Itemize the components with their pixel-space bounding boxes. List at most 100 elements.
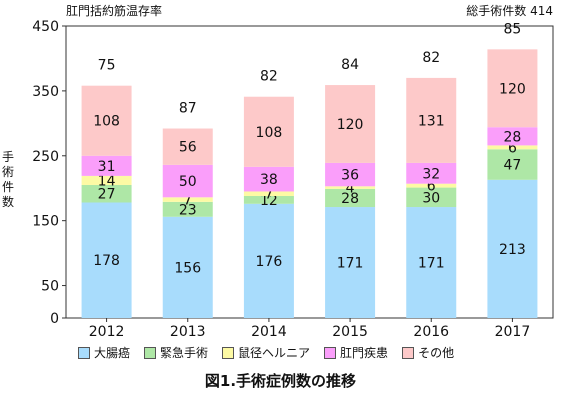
- data-label: 171: [418, 256, 445, 272]
- bar-segment: [325, 186, 376, 189]
- bar-top-label: 84: [341, 57, 359, 73]
- bar-segment: [325, 162, 376, 187]
- legend-label: 大腸癌: [94, 346, 131, 360]
- bar-segment: [243, 96, 294, 167]
- data-label: 171: [337, 256, 364, 272]
- legend: 大腸癌 緊急手術 鼠径ヘルニア 肛門疾患 その他: [78, 346, 468, 360]
- bar-segment: [487, 179, 538, 318]
- data-label: 156: [174, 260, 201, 276]
- data-label: 28: [341, 191, 359, 207]
- bar-segment: [487, 145, 538, 150]
- data-label: 28: [504, 129, 522, 145]
- legend-label: 鼠径ヘルニア: [238, 346, 311, 360]
- legend-label: 肛門疾患: [340, 346, 389, 360]
- legend-item: 鼠径ヘルニア: [222, 346, 310, 360]
- total-surgeries-note: 総手術件数 414: [466, 4, 553, 18]
- bar-segment: [162, 164, 213, 198]
- x-tick-label: 2013: [170, 324, 206, 340]
- data-label: 108: [93, 114, 120, 130]
- data-label: 31: [98, 159, 116, 175]
- data-label: 178: [93, 253, 120, 269]
- bar-segment: [162, 201, 213, 217]
- bar-segment: [243, 166, 294, 192]
- bar-top-label: 75: [98, 58, 116, 74]
- legend-swatch: [78, 347, 90, 359]
- x-tick-label: 2015: [332, 324, 368, 340]
- legend-swatch: [402, 347, 415, 359]
- data-label: 14: [98, 173, 116, 189]
- figure-caption: 図1.手術症例数の推移: [204, 372, 357, 390]
- bar-segment: [81, 155, 132, 176]
- data-label: 176: [256, 254, 283, 270]
- data-label: 12: [260, 193, 278, 209]
- plot-frame: [65, 25, 554, 319]
- y-tick-label: 450: [32, 19, 59, 35]
- data-label: 38: [260, 172, 278, 188]
- data-label: 30: [422, 190, 440, 206]
- bar-segment: [406, 207, 457, 318]
- y-axis-label: 手術件数: [1, 150, 14, 209]
- legend-item: 緊急手術: [144, 346, 208, 360]
- legend-item: その他: [402, 346, 454, 360]
- bar-segment: [243, 203, 294, 318]
- bar-top-label: 85: [504, 21, 522, 37]
- bar-segment: [325, 85, 376, 163]
- y-tick-label: 150: [32, 214, 59, 230]
- data-label: 108: [256, 125, 283, 141]
- data-label: 56: [179, 140, 197, 156]
- data-label: 27: [98, 187, 116, 203]
- bar-segment: [162, 197, 213, 202]
- data-label: 6: [508, 140, 517, 156]
- data-label: 36: [341, 168, 359, 184]
- bar-segment: [81, 85, 132, 156]
- bar-segment: [162, 216, 213, 318]
- data-label: 213: [499, 242, 526, 258]
- bar-segment: [487, 49, 538, 128]
- legend-label: 緊急手術: [160, 346, 209, 360]
- data-label: 6: [427, 179, 436, 195]
- data-label: 32: [422, 166, 440, 182]
- legend-swatch: [144, 347, 157, 359]
- data-label: 7: [264, 187, 273, 203]
- bar-segment: [487, 127, 538, 146]
- x-tick-label: 2017: [495, 324, 531, 340]
- legend-item: 大腸癌: [78, 346, 130, 360]
- data-label: 47: [504, 158, 522, 174]
- bar-segment: [243, 196, 294, 204]
- legend-item: 肛門疾患: [324, 346, 388, 360]
- data-label: 120: [337, 117, 364, 133]
- data-label: 120: [499, 81, 526, 97]
- y-tick-label: 250: [32, 149, 59, 165]
- data-label: 50: [179, 174, 197, 190]
- bar-segment: [243, 191, 294, 197]
- x-tick-label: 2014: [251, 324, 287, 340]
- data-label: 131: [418, 113, 445, 129]
- bar-segment: [81, 202, 132, 318]
- bar-segment: [325, 188, 376, 208]
- bar-segment: [325, 207, 376, 318]
- bar-top-label: 82: [260, 69, 278, 85]
- data-label: 4: [346, 181, 355, 197]
- bar-top-label: 87: [179, 101, 197, 117]
- data-label: 7: [183, 193, 192, 209]
- bar-segment: [81, 184, 132, 203]
- bar-segment: [162, 128, 213, 165]
- bar-segment: [81, 175, 132, 185]
- legend-swatch: [222, 347, 235, 359]
- x-tick-label: 2012: [89, 324, 125, 340]
- bar-segment: [406, 162, 457, 184]
- bar-segment: [406, 183, 457, 188]
- y-tick-label: 0: [50, 311, 59, 327]
- bar-segment: [487, 149, 538, 180]
- y-tick-label: 350: [32, 84, 59, 100]
- legend-swatch: [324, 347, 337, 359]
- legend-label: その他: [418, 346, 455, 360]
- bar-segment: [406, 77, 457, 163]
- bar-top-label: 82: [422, 50, 440, 66]
- data-label: 23: [179, 202, 197, 218]
- top-left-note: 肛門括約筋温存率: [66, 4, 163, 18]
- bar-segment: [406, 187, 457, 208]
- x-tick-label: 2016: [413, 324, 449, 340]
- y-tick-label: 50: [41, 279, 59, 295]
